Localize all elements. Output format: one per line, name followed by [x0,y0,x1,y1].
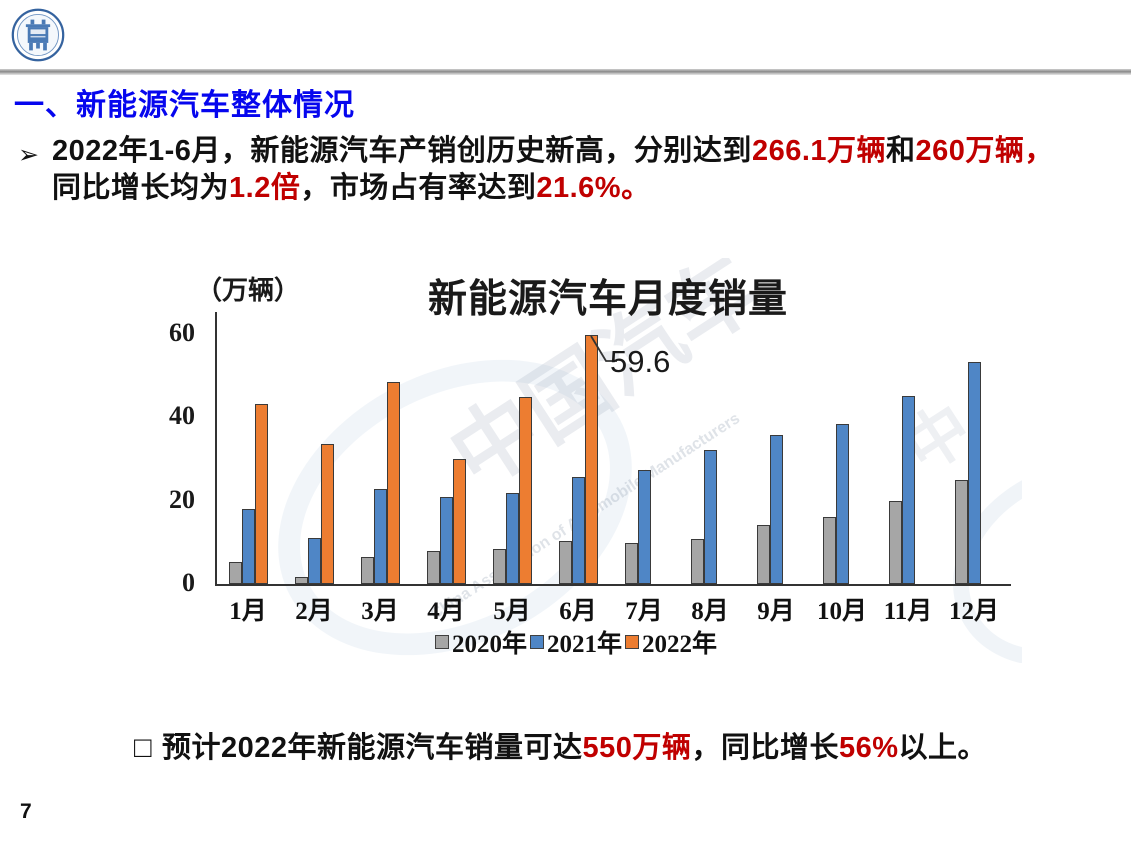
bar-2020年-11月 [888,500,902,584]
text-segment: 和 [886,135,916,167]
text-segment: 2022年1-6月，新能源汽车产销创历史新高，分别达到 [52,135,752,167]
text-segment: 以上。 [898,732,988,764]
legend-swatch [625,635,639,649]
bar-2021年-2月 [307,538,321,584]
bar-2021年-8月 [703,449,717,584]
legend-item-2021年: 2021年 [529,624,622,660]
x-tick-label-9月: 9月 [757,598,795,625]
bar-2020年-7月 [624,543,638,584]
y-axis-line [215,312,217,585]
bar-2020年-12月 [954,480,968,584]
x-tick-label-11月: 11月 [883,598,933,625]
bar-2021年-5月 [505,492,519,584]
text-segment: 550万辆 [582,732,692,764]
text-segment: ，同比增长 [691,732,839,764]
arrow-bullet-icon: ➢ [18,141,39,169]
x-tick-label-2月: 2月 [295,598,333,625]
bullet-point-1: 2022年1-6月，新能源汽车产销创历史新高，分别达到266.1万辆和260万辆… [52,133,1130,207]
bar-2021年-9月 [769,434,783,584]
bar-2021年-4月 [439,496,453,584]
bar-2020年-8月 [690,538,704,584]
university-logo [11,8,65,62]
y-tick-label-60: 60 [169,317,195,347]
legend-label: 2022年 [642,631,718,658]
x-tick-label-7月: 7月 [625,598,663,625]
bar-2021年-3月 [373,488,387,584]
bar-2021年-11月 [901,396,915,584]
text-segment: 同比增长均为 [52,172,230,204]
bullet2-text: 预计2022年新能源汽车销量可达550万辆，同比增长56%以上。 [162,732,987,764]
page-number: 7 [20,800,32,823]
bar-2021年-6月 [571,476,585,584]
x-tick-label-10月: 10月 [816,598,867,625]
bar-2020年-3月 [360,556,374,584]
y-tick-label-40: 40 [169,401,195,430]
annotation-leader-line [590,335,617,362]
square-bullet-icon: □ [134,732,153,764]
legend-swatch [434,635,449,649]
bar-2020年-6月 [558,540,572,584]
legend-label: 2020年 [451,631,527,658]
annotation-value: 59.6 [610,344,671,379]
text-segment: ，市场占有率达到 [300,172,537,204]
bar-2021年-7月 [637,470,651,584]
bar-2022年-6月 [584,335,598,584]
x-axis-line [215,584,1011,586]
bullet-point-2: □ 预计2022年新能源汽车销量可达550万辆，同比增长56%以上。 [134,724,987,766]
bar-2020年-5月 [492,548,506,584]
bar-2022年-4月 [452,458,466,584]
monthly-sales-chart: 中国汽车 China Association of Automobile Man… [148,258,1022,663]
bar-2020年-4月 [426,551,440,584]
legend-item-2022年: 2022年 [625,624,717,660]
bullet1-line2: 同比增长均为1.2倍，市场占有率达到21.6%。 [52,170,1130,207]
bar-2020年-9月 [756,524,770,584]
chart-legend: 2020年 2021年 2022年 [215,624,937,660]
bar-2022年-2月 [320,444,334,584]
x-tick-label-4月: 4月 [427,598,465,625]
chart-title: 新能源汽车月度销量 [427,278,788,321]
bullet1-line1: 2022年1-6月，新能源汽车产销创历史新高，分别达到266.1万辆和260万辆… [52,133,1130,170]
text-segment: 266.1万辆 [751,135,887,167]
y-axis-unit-label: （万辆） [196,276,301,305]
y-tick-label-20: 20 [169,484,195,514]
x-tick-label-8月: 8月 [691,598,729,625]
legend-swatch [529,635,544,649]
text-segment: 1.2倍 [229,172,301,204]
legend-label: 2021年 [546,631,622,658]
section-title: 一、新能源汽车整体情况 [14,89,355,122]
x-tick-label-12月: 12月 [948,598,999,625]
header-divider [0,69,1131,75]
bar-2021年-1月 [241,508,255,584]
bar-2020年-2月 [294,577,308,584]
y-tick-label-0: 0 [182,568,195,597]
x-tick-label-3月: 3月 [361,598,399,625]
bar-2021年-12月 [967,361,981,584]
x-tick-label-1月: 1月 [229,598,267,625]
bar-2022年-1月 [254,404,268,584]
x-tick-label-6月: 6月 [559,598,597,625]
text-segment: 260万辆， [915,135,1054,167]
bar-2021年-10月 [835,423,849,584]
ding-vessel-icon [25,19,51,51]
x-tick-label-5月: 5月 [493,598,531,625]
text-segment: 56% [838,732,899,764]
text-segment: 预计2022年新能源汽车销量可达 [162,732,583,764]
bar-2022年-5月 [518,397,532,584]
bar-2020年-10月 [822,517,836,584]
legend-item-2020年: 2020年 [434,624,527,660]
bar-2020年-1月 [228,561,242,584]
bar-2022年-3月 [386,381,400,584]
text-segment: 21.6%。 [536,172,651,204]
